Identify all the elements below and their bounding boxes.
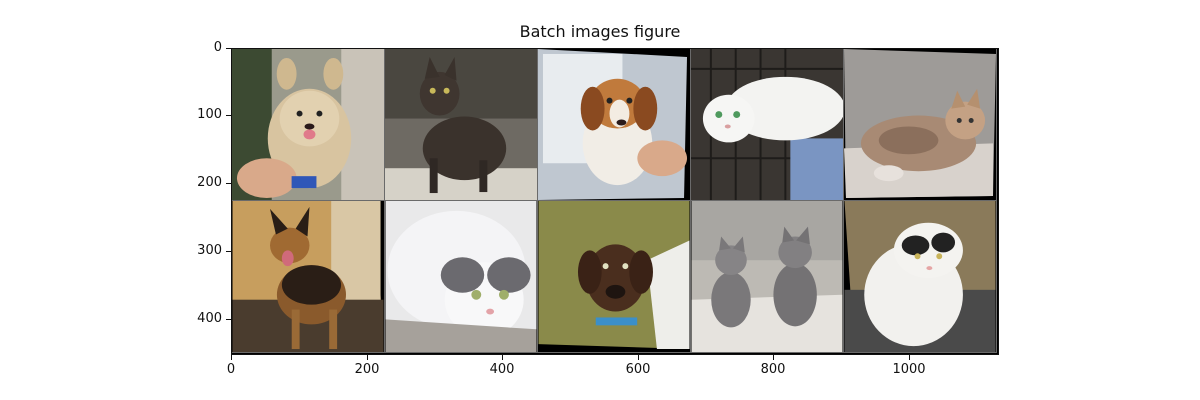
y-tick-label: 400 xyxy=(197,311,222,326)
tile-beagle-puppy xyxy=(538,49,691,201)
y-tick-label: 200 xyxy=(197,175,222,190)
y-tick-label: 300 xyxy=(197,243,222,258)
x-tick-mark xyxy=(231,355,232,360)
y-tick-label: 100 xyxy=(197,107,222,122)
x-tick-mark xyxy=(638,355,639,360)
y-tick-mark xyxy=(226,48,231,49)
calico-cat-image xyxy=(844,49,996,200)
tile-brindle-puppy xyxy=(538,201,691,353)
x-tick-label: 0 xyxy=(226,362,236,377)
y-tick-mark xyxy=(226,115,231,116)
tile-yorkie-dog xyxy=(232,49,385,201)
tile-black-cat xyxy=(385,49,538,201)
image-grid-axes xyxy=(231,48,999,355)
y-tick-mark xyxy=(226,319,231,320)
x-tick-mark xyxy=(502,355,503,360)
white-cat-image xyxy=(691,49,843,200)
black-cat-image xyxy=(385,49,537,200)
german-shepherd-image xyxy=(232,201,384,352)
yorkie-dog-image xyxy=(232,49,384,200)
y-tick-label: 0 xyxy=(213,40,222,55)
white-gray-cat-image xyxy=(385,201,537,352)
x-tick-label: 800 xyxy=(760,362,786,377)
brindle-puppy-image xyxy=(538,201,690,352)
tile-calico-cat xyxy=(844,49,997,201)
tile-white-black-cat xyxy=(844,201,997,353)
x-tick-label: 200 xyxy=(354,362,380,377)
tile-german-shepherd xyxy=(232,201,385,353)
beagle-puppy-image xyxy=(538,49,690,200)
gray-kittens-image xyxy=(691,201,843,352)
y-tick-mark xyxy=(226,251,231,252)
x-tick-label: 1000 xyxy=(892,362,926,377)
figure-title: Batch images figure xyxy=(519,22,681,41)
y-tick-mark xyxy=(226,183,231,184)
tile-white-cat xyxy=(691,49,844,201)
x-tick-mark xyxy=(909,355,910,360)
white-black-cat-image xyxy=(844,201,996,352)
x-tick-label: 600 xyxy=(625,362,651,377)
x-tick-mark xyxy=(367,355,368,360)
x-tick-mark xyxy=(773,355,774,360)
x-tick-label: 400 xyxy=(489,362,515,377)
tile-gray-kittens xyxy=(691,201,844,353)
tile-white-gray-cat xyxy=(385,201,538,353)
